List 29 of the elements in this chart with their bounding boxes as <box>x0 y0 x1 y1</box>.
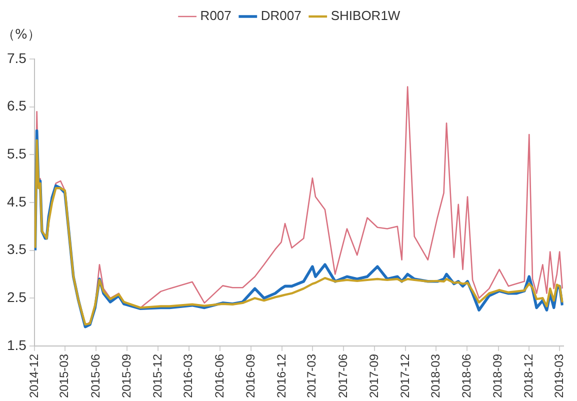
x-tick-label: 2018-03 <box>428 354 442 398</box>
y-tick-label: 2.5 <box>6 288 27 305</box>
x-tick-label: 2015-09 <box>120 354 134 398</box>
x-tick-label: 2016-03 <box>181 354 196 398</box>
y-tick-label: 7.5 <box>6 50 27 66</box>
x-tick-label: 2016-06 <box>212 354 226 398</box>
x-tick-label: 2017-09 <box>367 354 382 398</box>
legend-label: R007 <box>200 8 232 24</box>
x-tick-label: 2017-06 <box>336 354 350 398</box>
y-tick-label: 4.5 <box>6 193 27 210</box>
x-tick-label: 2018-06 <box>459 354 474 398</box>
x-tick-label: 2015-03 <box>57 354 72 398</box>
y-tick-label: 3.5 <box>6 241 27 258</box>
y-tick-label: 5.5 <box>6 146 27 162</box>
x-tick-label: 2016-12 <box>274 354 288 398</box>
x-tick-label: 2015-12 <box>150 354 164 398</box>
x-tick-label: 2014-12 <box>26 354 41 398</box>
y-tick-label: 6.5 <box>6 98 27 114</box>
x-tick-label: 2017-03 <box>304 354 319 398</box>
legend-label: DR007 <box>260 8 302 24</box>
y-axis-title: （%） <box>2 27 40 42</box>
x-tick-label: 2018-09 <box>490 354 505 398</box>
y-tick-label: 1.5 <box>6 336 27 353</box>
x-tick-label: 2017-12 <box>398 354 412 398</box>
x-tick-label: 2016-09 <box>243 354 258 398</box>
x-tick-label: 2018-12 <box>521 354 536 398</box>
x-tick-label: 2019-03 <box>552 354 566 398</box>
legend-label: SHIBOR1W <box>330 8 401 24</box>
x-tick-label: 2015-06 <box>88 354 102 398</box>
